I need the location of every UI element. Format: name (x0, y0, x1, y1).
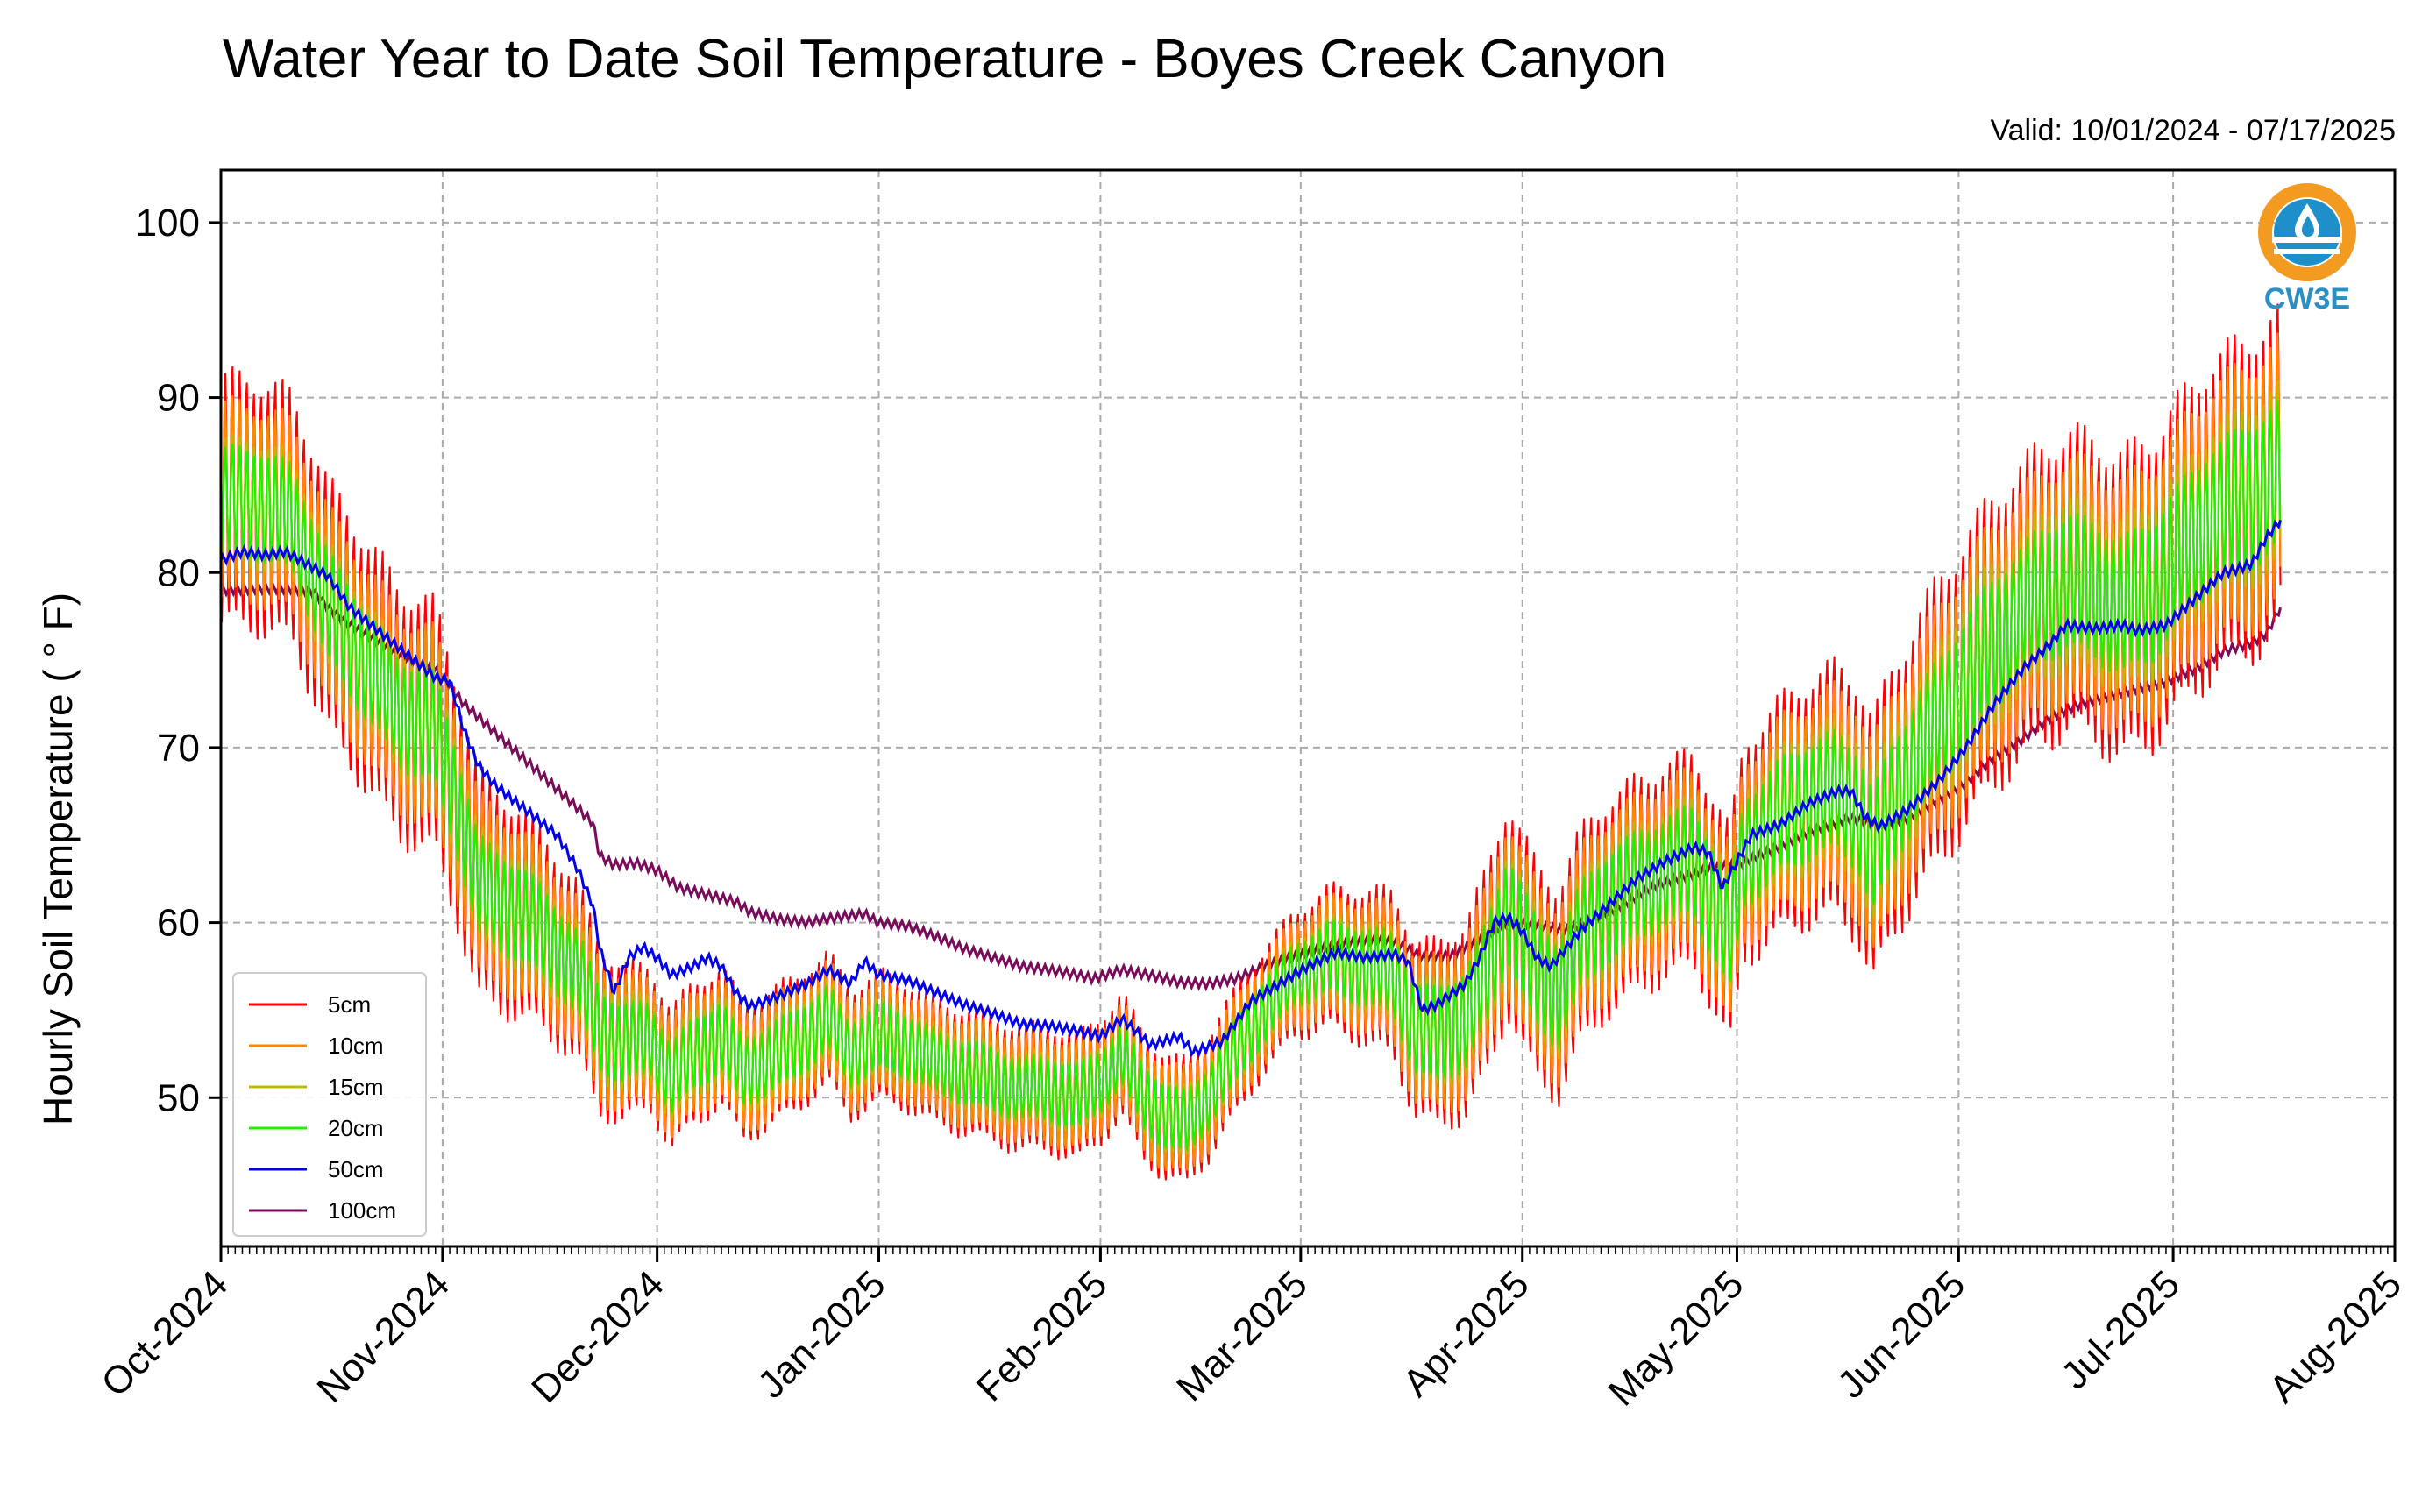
legend-label-15cm: 15cm (328, 1074, 384, 1100)
legend-label-50cm: 50cm (328, 1156, 384, 1182)
cw3e-logo: CW3E (2258, 183, 2356, 316)
series-line-10cm (219, 332, 2282, 1172)
series-line-20cm (219, 400, 2282, 1152)
y-tick-label: 70 (157, 727, 200, 770)
series-line-50cm (219, 519, 2282, 1059)
logo-flame-icon (2302, 216, 2314, 237)
x-tick-label: Jun-2025 (1829, 1262, 1973, 1406)
y-tick-label: 50 (157, 1076, 200, 1119)
legend-label-10cm: 10cm (328, 1033, 384, 1059)
x-tick-labels: Oct-2024 Nov-2024 Dec-2024 Jan-2025 Feb-2025… (93, 1262, 2410, 1414)
legend-label-20cm: 20cm (328, 1115, 384, 1141)
logo-sun-ring-icon (2258, 183, 2356, 281)
x-tick-label: Nov-2024 (309, 1262, 458, 1411)
y-tick-label: 100 (136, 202, 200, 245)
logo-wave-2-icon (2274, 249, 2340, 254)
x-tick-label: Feb-2025 (969, 1262, 1116, 1409)
legend-label-5cm: 5cm (328, 991, 371, 1018)
legend: 5cm 10cm 15cm 20cm 50cm 100cm (232, 972, 427, 1237)
axis-ticks (209, 221, 2397, 1262)
y-tick-label: 60 (157, 902, 200, 945)
x-tick-label: Apr-2025 (1395, 1262, 1538, 1405)
legend-items: 5cm 10cm 15cm 20cm 50cm 100cm (249, 991, 396, 1224)
chart-subtitle: Valid: 10/01/2024 - 07/17/2025 (1990, 114, 2396, 147)
series-layer (219, 303, 2282, 1181)
x-tick-label: May-2025 (1601, 1262, 1752, 1414)
y-axis-label: Hourly Soil Temperature ( ° F) (35, 593, 81, 1125)
legend-label-100cm: 100cm (328, 1197, 396, 1224)
x-tick-label: Aug-2025 (2261, 1262, 2410, 1411)
x-tick-label: Dec-2024 (523, 1262, 672, 1411)
y-tick-label: 90 (157, 377, 200, 420)
y-tick-labels: 50 60 70 80 90 100 (136, 202, 200, 1119)
x-tick-label: Oct-2024 (93, 1262, 236, 1405)
chart-title: Water Year to Date Soil Temperature - Bo… (223, 29, 1666, 89)
logo-text: CW3E (2264, 282, 2350, 316)
x-tick-label: Mar-2025 (1168, 1262, 1316, 1409)
x-tick-label: Jul-2025 (2053, 1262, 2188, 1397)
y-tick-label: 80 (157, 551, 200, 594)
x-tick-label: Jan-2025 (749, 1262, 893, 1406)
